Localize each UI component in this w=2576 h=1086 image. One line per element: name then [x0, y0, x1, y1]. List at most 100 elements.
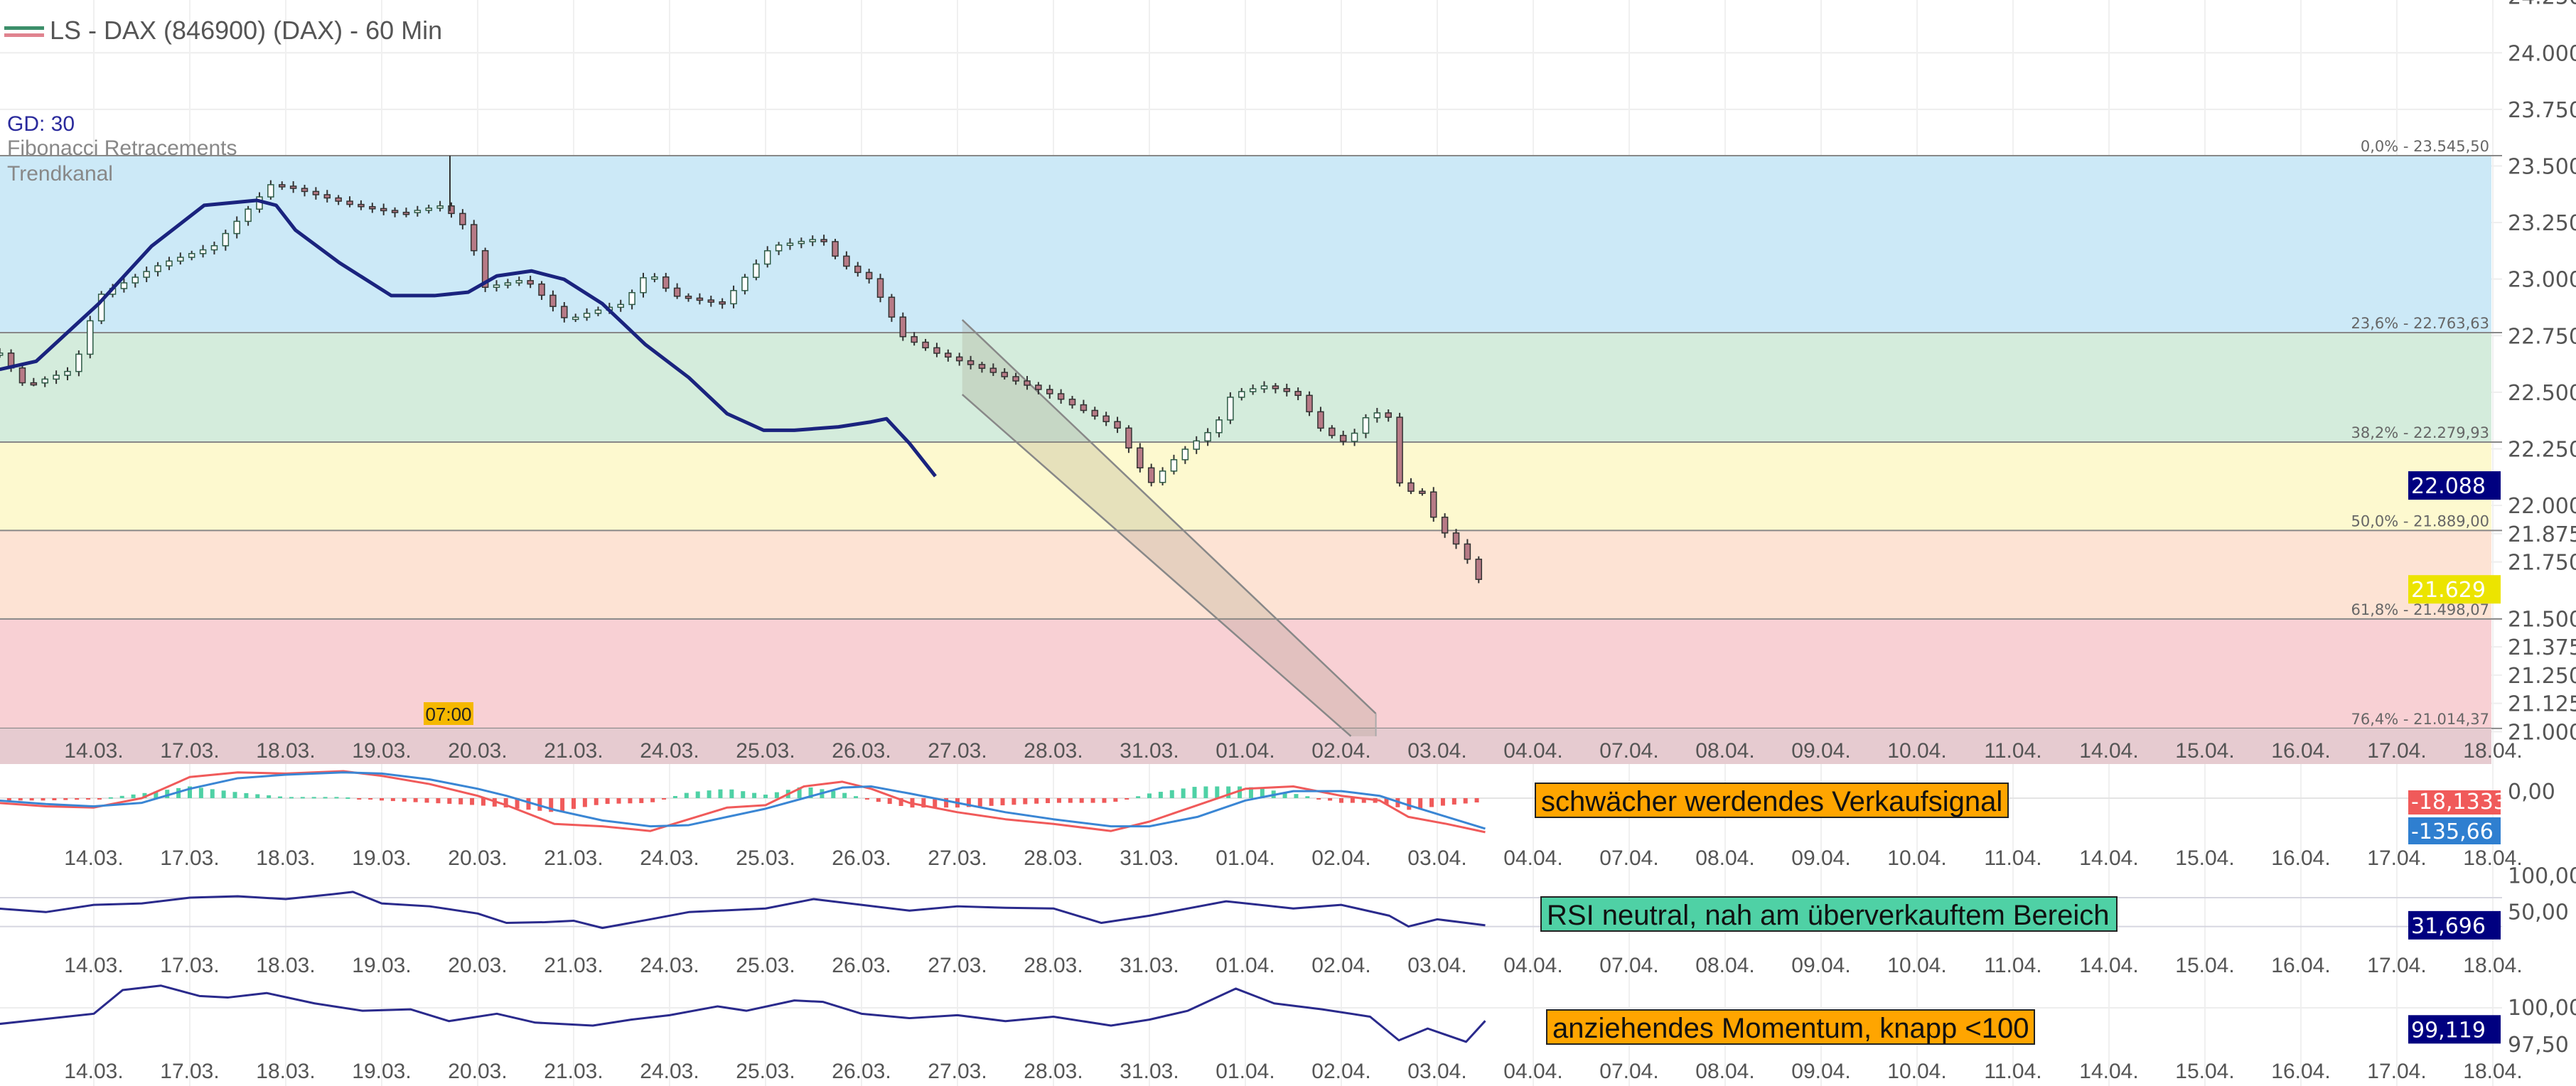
- candle-down: [922, 341, 929, 349]
- macd-histogram-bar: [1316, 798, 1321, 800]
- candle-up: [741, 276, 748, 291]
- rsi-annotation-box: [1540, 896, 2118, 932]
- date-tick-label: 10.04.: [1887, 739, 1946, 763]
- date-tick-label: 28.03.: [1024, 739, 1083, 763]
- macd-histogram-bar: [605, 798, 610, 805]
- macd-histogram-bar: [436, 798, 441, 804]
- candle-down: [30, 382, 38, 386]
- candle-down: [1114, 421, 1121, 429]
- date-tick-label: 09.04.: [1791, 739, 1850, 763]
- candle-up: [425, 208, 432, 211]
- macd-histogram-bar: [831, 790, 836, 798]
- macd-histogram-bar: [1046, 798, 1051, 803]
- price-tick-label: 23.250: [2508, 211, 2576, 236]
- signal-value: -135,66: [2411, 819, 2494, 844]
- candle-down: [1419, 490, 1426, 494]
- candle-down: [549, 294, 557, 307]
- date-tick-label: 10.04.: [1887, 846, 1946, 870]
- macd-histogram-bar: [300, 797, 305, 799]
- candle-up: [222, 232, 230, 247]
- momentum-annotation: anziehendes Momentum, knapp <100: [1552, 1013, 2029, 1044]
- date-tick-label: 11.04.: [1984, 1060, 2041, 1083]
- rsi-tick-label: 100,00: [2508, 864, 2576, 889]
- date-tick-label: 28.03.: [1024, 846, 1083, 870]
- macd-histogram-bar: [515, 798, 520, 809]
- date-tick-label: 14.03.: [64, 846, 123, 870]
- macd-histogram-bar: [763, 795, 768, 798]
- date-tick-label: 03.04.: [1407, 1060, 1466, 1083]
- fibonacci-retracements[interactable]: 0,0% - 23.545,50 23,6% - 22.763,63 38,2% -…: [0, 138, 2502, 729]
- macd-histogram-bar: [876, 798, 881, 802]
- candle-up: [583, 313, 591, 318]
- date-tick-label: 21.03.: [544, 1060, 603, 1083]
- date-tick-label: 15.04.: [2175, 739, 2234, 763]
- macd-histogram-bar: [1440, 798, 1445, 806]
- candle-down: [945, 353, 952, 358]
- macd-histogram-bar: [267, 795, 272, 798]
- candle-up: [1204, 431, 1211, 442]
- macd-histogram-bar: [244, 792, 249, 798]
- last-price-value-box: [2408, 575, 2501, 604]
- date-tick-label: 18.03.: [256, 739, 315, 763]
- candle-up: [640, 277, 647, 294]
- candle-up: [730, 290, 737, 305]
- date-tick-label: 20.03.: [448, 846, 507, 870]
- macd-histogram-bar: [357, 798, 362, 800]
- candle-down: [899, 316, 907, 338]
- date-tick-label: 07.04.: [1599, 846, 1658, 870]
- macd-histogram-bar: [1090, 798, 1095, 803]
- macd-histogram-bar: [672, 795, 677, 798]
- macd-histogram-bar: [210, 789, 215, 798]
- macd-histogram-bar: [854, 796, 859, 798]
- macd-histogram-bar: [808, 787, 813, 798]
- candle-up: [132, 276, 139, 284]
- candle-down: [1396, 416, 1403, 484]
- rsi-value: 31,696: [2411, 914, 2486, 939]
- date-tick-label: 16.04.: [2271, 1060, 2330, 1083]
- fib-level-label: 50,0% - 21.889,00: [2351, 512, 2489, 529]
- macd-histogram-bar: [616, 798, 621, 804]
- price-tick-label: 24.000: [2508, 41, 2576, 66]
- crosshair-time-label: 07:00: [425, 704, 471, 725]
- date-tick-label: 21.03.: [544, 954, 603, 977]
- candle-up: [245, 208, 252, 222]
- date-tick-label: 02.04.: [1311, 739, 1370, 763]
- date-tick-label: 04.04.: [1503, 739, 1562, 763]
- candle-down: [1306, 394, 1313, 413]
- candle-down: [1475, 559, 1483, 580]
- candle-up: [41, 378, 48, 384]
- legend-trend-channel[interactable]: Trendkanal: [7, 162, 113, 186]
- candle-up: [775, 244, 783, 252]
- candle-up: [1260, 385, 1268, 389]
- macd-histogram-bar: [933, 798, 938, 808]
- price-axis[interactable]: 24.250 24.000 23.750 23.500 23.250 23.000 22.7…: [2408, 0, 2576, 745]
- legend-fibonacci[interactable]: Fibonacci Retracements: [7, 136, 237, 160]
- macd-histogram-bar: [582, 798, 587, 807]
- macd-histogram-bar: [695, 791, 700, 798]
- macd-histogram-bar: [402, 798, 407, 802]
- date-tick-label: 01.04.: [1215, 739, 1274, 763]
- macd-histogram-bar: [662, 798, 667, 800]
- candle-down: [843, 255, 850, 267]
- candle-down: [1464, 543, 1471, 560]
- macd-histogram-bar: [1350, 798, 1355, 803]
- candle-up: [64, 370, 71, 376]
- date-tick-label: 08.04.: [1695, 1060, 1754, 1083]
- macd-histogram-bar: [571, 798, 576, 810]
- date-tick-label: 17.04.: [2367, 1060, 2426, 1083]
- candle-up: [1159, 471, 1166, 483]
- trend-channel[interactable]: [961, 319, 1377, 737]
- macd-histogram-bar: [165, 790, 170, 798]
- date-tick-label: 26.03.: [832, 846, 891, 870]
- ma-last-value-box: [2408, 471, 2501, 500]
- date-tick-label: 19.03.: [352, 846, 411, 870]
- candle-down: [1441, 516, 1449, 534]
- macd-histogram-bar: [458, 798, 463, 805]
- momentum-value: 99,119: [2411, 1018, 2486, 1043]
- candle-up: [504, 282, 512, 286]
- legend-moving-average[interactable]: GD: 30: [7, 112, 75, 136]
- macd-histogram-bar: [368, 798, 373, 800]
- fib-zone: [0, 530, 2491, 619]
- date-tick-label: 07.04.: [1599, 1060, 1658, 1083]
